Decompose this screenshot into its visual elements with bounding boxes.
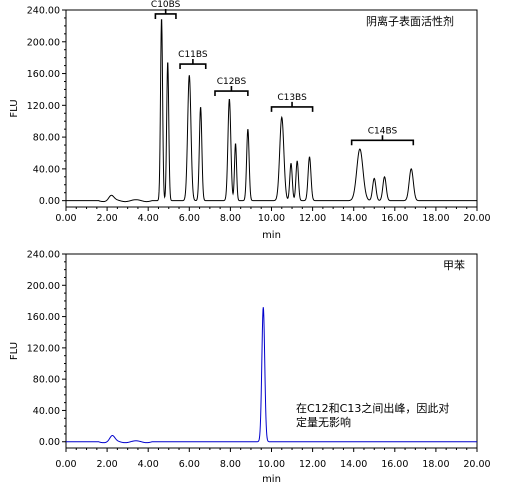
x-tick-label: 20.00 — [463, 213, 490, 224]
peak-point — [189, 75, 190, 76]
y-tick-label: 240.00 — [27, 250, 60, 261]
x-tick-label: 16.00 — [381, 213, 408, 224]
x-tick-label: 12.00 — [299, 213, 326, 224]
x-tick-label: 20.00 — [463, 459, 490, 470]
x-tick-label: 16.00 — [381, 459, 408, 470]
peak-point — [290, 163, 291, 164]
y-tick-label: 160.00 — [27, 312, 60, 323]
x-tick-label: 14.00 — [340, 459, 367, 470]
x-axis-label: min — [262, 230, 281, 241]
x-tick-label: 10.00 — [258, 213, 285, 224]
x-tick-label: 0.00 — [55, 213, 76, 224]
peak-point — [309, 156, 310, 157]
x-tick-label: 6.00 — [179, 459, 200, 470]
legend-label: 甲苯 — [443, 258, 465, 272]
peak-point — [359, 148, 360, 149]
note-line-1: 在C12和C13之间出峰，因此对 — [296, 401, 449, 415]
peak-group-bracket — [350, 135, 415, 146]
y-tick-label: 160.00 — [27, 69, 60, 80]
peak-group-bracket — [154, 8, 177, 19]
x-tick-label: 2.00 — [97, 459, 118, 470]
peak-point — [384, 176, 385, 177]
peak-point — [200, 106, 201, 107]
peak-group-bracket — [179, 59, 207, 70]
chromatogram-trace — [66, 19, 477, 203]
peak-point — [111, 195, 112, 196]
peak-point — [411, 168, 412, 169]
x-tick-label: 4.00 — [138, 459, 159, 470]
y-axis-label: FLU — [9, 99, 20, 117]
peak-group-bracket — [270, 101, 314, 112]
y-tick-label: 0.00 — [39, 196, 60, 207]
peak-point — [229, 98, 230, 99]
y-tick-label: 40.00 — [33, 406, 60, 417]
x-tick-label: 12.00 — [299, 459, 326, 470]
peak-point — [281, 117, 282, 118]
y-tick-label: 80.00 — [33, 133, 60, 144]
x-tick-label: 14.00 — [340, 213, 367, 224]
x-tick-label: 8.00 — [220, 213, 241, 224]
peak-point — [167, 61, 168, 62]
peak-point — [374, 178, 375, 179]
y-tick-label: 200.00 — [27, 281, 60, 292]
x-tick-label: 4.00 — [138, 213, 159, 224]
x-tick-label: 2.00 — [97, 213, 118, 224]
y-tick-label: 200.00 — [27, 37, 60, 48]
peak-point — [247, 129, 248, 130]
peak-group-label: C11BS — [178, 50, 208, 60]
y-tick-label: 120.00 — [27, 101, 60, 112]
peak-group-label: C14BS — [368, 126, 398, 136]
x-axis-label: min — [262, 474, 281, 485]
peak-point — [235, 143, 236, 144]
plot-frame — [65, 253, 478, 449]
y-tick-label: 120.00 — [27, 343, 60, 354]
x-tick-label: 0.00 — [55, 459, 76, 470]
note-line-2: 定量无影响 — [296, 415, 351, 429]
x-tick-label: 8.00 — [220, 459, 241, 470]
y-tick-label: 0.00 — [39, 437, 60, 448]
peak-group-label: C12BS — [217, 77, 247, 87]
x-tick-label: 6.00 — [179, 213, 200, 224]
x-tick-label: 18.00 — [422, 213, 449, 224]
peak-group-bracket — [214, 86, 249, 97]
peak-point — [112, 436, 113, 437]
peak-point — [263, 307, 264, 308]
peak-group-label: C13BS — [277, 93, 307, 103]
legend-label: 阴离子表面活性剂 — [366, 14, 454, 28]
y-tick-label: 80.00 — [33, 375, 60, 386]
x-tick-label: 10.00 — [258, 459, 285, 470]
y-tick-label: 40.00 — [33, 164, 60, 175]
chart-panel-2: 0.00 2.00 4.00 6.00 8.00 10.00 12.00 14.00 16.00… — [9, 250, 491, 486]
peak-point — [161, 17, 162, 18]
y-tick-label: 240.00 — [27, 6, 60, 17]
y-axis-label: FLU — [9, 342, 20, 360]
chromatogram-trace — [66, 307, 477, 444]
chart-panel-1: 0.00 2.00 4.00 6.00 8.00 10.00 12.00 14.00 16.00… — [9, 0, 491, 241]
peak-point — [297, 160, 298, 161]
x-tick-label: 18.00 — [422, 459, 449, 470]
peak-group-label: C10BS — [151, 0, 181, 10]
